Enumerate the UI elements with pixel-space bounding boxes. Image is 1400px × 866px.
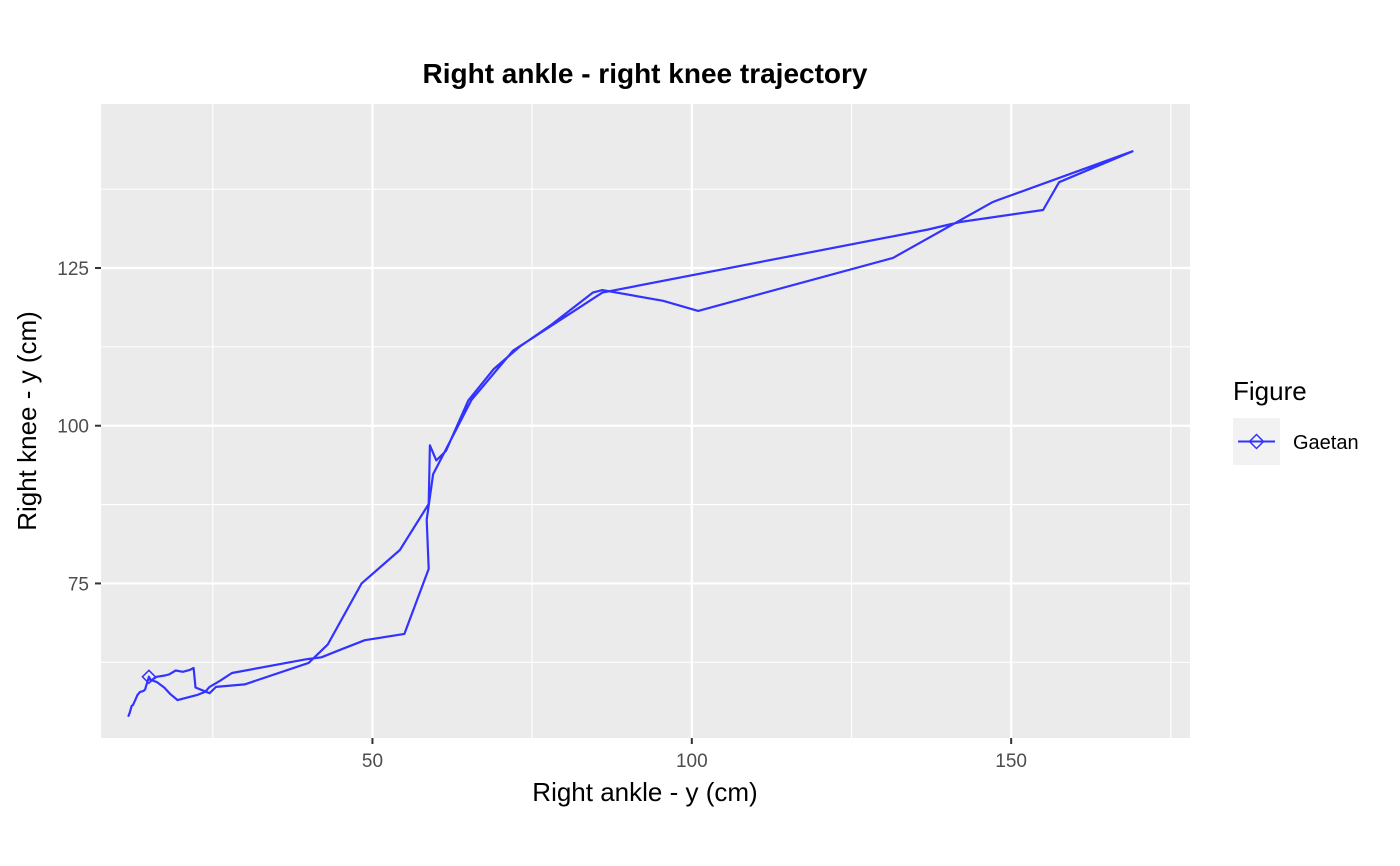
x-tick-label: 100 (676, 751, 708, 772)
y-tick-label: 100 (57, 417, 89, 438)
plot-panel (101, 104, 1190, 738)
legend-title: Figure (1233, 376, 1307, 406)
y-tick-label: 75 (68, 574, 89, 595)
legend-label-gaetan: Gaetan (1293, 432, 1359, 454)
series-layer (127, 150, 1134, 717)
x-tick-label: 150 (995, 751, 1027, 772)
x-tick-label: 50 (362, 751, 383, 772)
chart-title: Right ankle - right knee trajectory (423, 58, 868, 89)
minor-gridlines (101, 104, 1190, 738)
axis-ticks: 50 100 150 75 100 125 (57, 259, 1027, 772)
y-tick-label: 125 (57, 259, 89, 280)
major-gridlines (101, 104, 1190, 738)
legend-key-diamond-icon (1248, 433, 1265, 450)
y-axis-title: Right knee - y (cm) (12, 311, 42, 531)
legend: Figure Gaetan (1233, 376, 1359, 465)
series-line-gaetan (127, 150, 1134, 717)
x-axis-title: Right ankle - y (cm) (532, 777, 757, 807)
start-point-diamond-icon (141, 669, 157, 685)
